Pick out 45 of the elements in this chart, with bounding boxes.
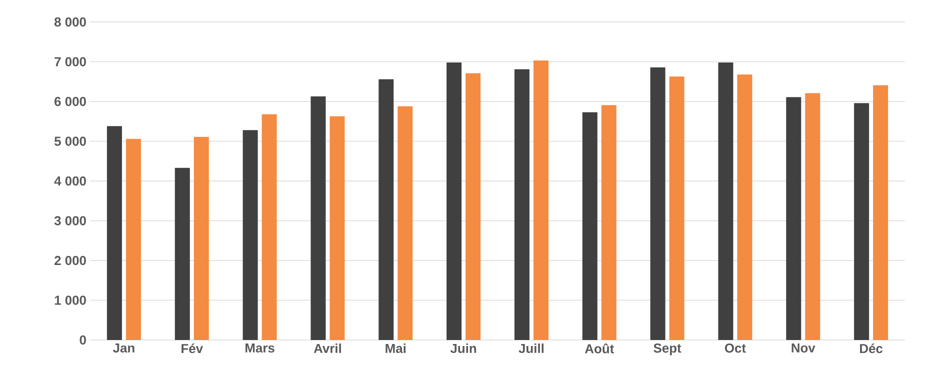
bar xyxy=(378,79,394,340)
x-tick-label: Mars xyxy=(246,344,274,353)
bar xyxy=(650,67,666,340)
y-tick-label: 4 000 xyxy=(54,176,86,186)
x-tick-label: Nov xyxy=(792,344,816,353)
y-tick-label: 0 xyxy=(80,335,86,345)
bar xyxy=(466,73,481,340)
x-tick-label: Déc xyxy=(860,344,883,354)
bar xyxy=(446,62,462,340)
bar xyxy=(174,168,190,340)
x-tick-label: Jan xyxy=(113,344,134,353)
x-tick-label: Oct xyxy=(724,344,746,353)
x-tick-label: Avril xyxy=(314,344,341,353)
bar xyxy=(805,93,820,340)
x-tick-label: Fév xyxy=(182,344,203,354)
y-tick-label: 2 000 xyxy=(54,256,86,266)
bar xyxy=(601,105,616,340)
bar xyxy=(737,74,752,340)
bar xyxy=(106,126,122,340)
bar xyxy=(533,60,548,340)
y-tick-label: 6 000 xyxy=(54,96,86,106)
bar xyxy=(242,130,258,340)
bar xyxy=(330,116,345,340)
bar xyxy=(718,62,734,340)
y-tick-label: 1 000 xyxy=(54,296,86,305)
bar xyxy=(126,138,141,340)
bar xyxy=(786,97,802,340)
y-tick-label: 7 000 xyxy=(54,57,86,66)
bar xyxy=(310,96,326,340)
x-tick-label: Août xyxy=(584,344,614,354)
y-tick-label: 3 000 xyxy=(54,216,86,226)
bar xyxy=(514,69,530,340)
bar xyxy=(669,76,684,340)
bar xyxy=(582,112,598,340)
bar xyxy=(873,85,888,340)
x-tick-label: Juin xyxy=(450,344,476,354)
bar xyxy=(194,136,209,340)
y-tick-label: 5 000 xyxy=(54,136,86,146)
bar xyxy=(398,106,413,340)
bar xyxy=(262,114,277,340)
x-tick-label: Juill xyxy=(518,344,544,354)
y-tick-label: 8 000 xyxy=(54,17,86,27)
x-tick-label: Mai xyxy=(386,344,406,354)
x-tick-label: Sept xyxy=(654,344,682,356)
bar xyxy=(854,103,870,340)
